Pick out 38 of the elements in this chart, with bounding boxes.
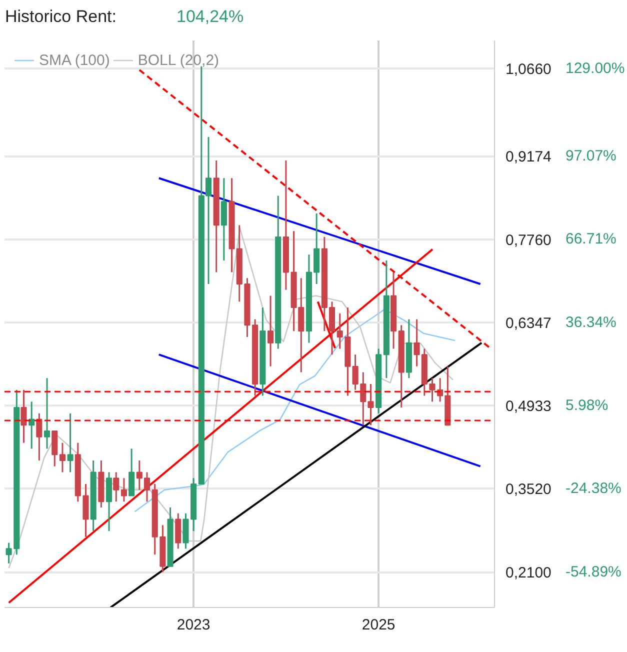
legend-label: BOLL (20,2): [138, 52, 220, 68]
candlestick: [328, 300, 336, 356]
y2-tick-label: -54.89%: [566, 564, 622, 581]
y-tick-label: 0,6347: [506, 314, 552, 332]
candlestick: [352, 354, 358, 391]
candlestick: [59, 442, 66, 473]
legend-label: SMA (100): [39, 52, 110, 68]
text: 104,24%: [176, 6, 244, 28]
y-tick-label: 0,2100: [506, 564, 552, 582]
candlestick: [220, 177, 227, 262]
x-tick-label: 2023: [176, 616, 210, 634]
y2-tick-label: -24.38%: [566, 480, 622, 498]
candlestick: [267, 295, 274, 368]
x-tick-label: 2025: [362, 616, 396, 634]
candlestick: [52, 430, 58, 468]
y2-tick-label: 36.34%: [566, 314, 616, 331]
candlestick: [44, 377, 50, 450]
candlestick: [36, 412, 42, 462]
candlestick: [113, 471, 120, 502]
chart-title: Historico Rent:: [5, 6, 116, 28]
candlestick: [175, 512, 182, 550]
candlestick: [336, 312, 343, 350]
y-tick-label: 0,4933: [506, 398, 552, 416]
y-tick-label: 0,7760: [506, 232, 552, 249]
candlestick: [120, 477, 127, 502]
candlestick: [106, 471, 112, 532]
candlestick: [20, 389, 27, 444]
y2-tick-label: 5.98%: [566, 397, 608, 414]
candlestick: [67, 412, 74, 473]
line-series: [134, 308, 456, 512]
y-tick-label: 0,9174: [506, 148, 552, 166]
candlestick: [128, 448, 135, 496]
y2-tick-label: 129.00%: [566, 60, 625, 78]
y2-tick-label: 97.07%: [566, 148, 616, 165]
y2-tick-label: 66.71%: [566, 230, 616, 248]
y-tick-label: 1,0660: [506, 61, 552, 78]
y-tick-label: 0,3520: [506, 481, 552, 498]
candlestick: [182, 512, 189, 550]
